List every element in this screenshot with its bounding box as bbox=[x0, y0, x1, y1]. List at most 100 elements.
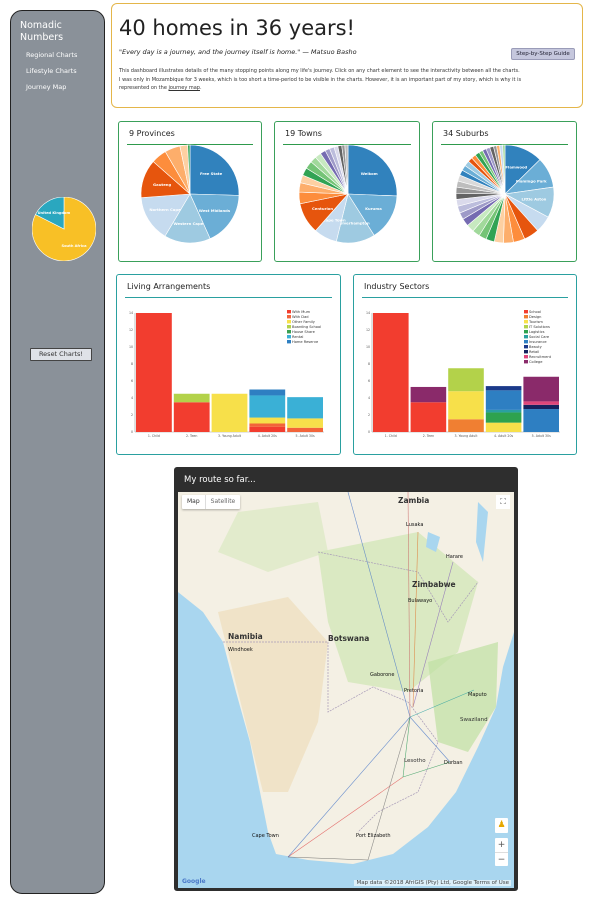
bar-segment[interactable] bbox=[136, 313, 172, 432]
description-text: . bbox=[199, 85, 202, 92]
legend-label[interactable]: With Dad bbox=[292, 315, 309, 319]
x-tick-label: 5. Adult 30s bbox=[296, 434, 315, 438]
route-line bbox=[347, 492, 411, 718]
industry-sectors-title: Industry Sectors bbox=[364, 282, 430, 291]
map-view[interactable]: Zambia Lusaka Zimbabwe Harare Bulawayo N… bbox=[178, 492, 514, 888]
bar-segment[interactable] bbox=[211, 393, 248, 432]
quote: "Every day is a journey, and the journey… bbox=[119, 48, 357, 56]
legend-label[interactable]: College bbox=[529, 360, 543, 364]
legend-swatch bbox=[524, 310, 528, 314]
map-label-windhoek: Windhoek bbox=[228, 647, 253, 653]
pie-slice[interactable] bbox=[344, 144, 349, 195]
legend-label[interactable]: IT Solutions bbox=[529, 325, 550, 329]
bar-segment[interactable] bbox=[523, 401, 559, 405]
legend-swatch bbox=[287, 340, 291, 344]
country-pie-chart[interactable]: South Africa United Kingdom bbox=[32, 197, 96, 261]
bar-segment[interactable] bbox=[410, 402, 447, 432]
map-label-botswana: Botswana bbox=[328, 634, 370, 643]
reset-charts-button[interactable]: Reset Charts! bbox=[30, 348, 92, 361]
bar-segment[interactable] bbox=[485, 386, 522, 391]
bar-segment[interactable] bbox=[523, 409, 559, 432]
industry-sectors-bar-chart[interactable]: 0 2 4 6 8 10 12 14 1. Child 2. Teen 3. Young Adult… bbox=[354, 275, 578, 456]
bar-segment[interactable] bbox=[287, 427, 323, 432]
legend-label[interactable]: Logistics bbox=[529, 330, 545, 334]
bar-segment[interactable] bbox=[249, 389, 286, 396]
legend-label[interactable]: House Share bbox=[292, 330, 316, 334]
pie-slice-label: Welkom bbox=[361, 171, 378, 176]
map-canvas[interactable] bbox=[178, 492, 514, 888]
legend-label[interactable]: Retail bbox=[529, 350, 539, 354]
legend-label[interactable]: Home Reserve bbox=[292, 340, 319, 344]
bar-segment[interactable] bbox=[485, 409, 522, 413]
legend-label[interactable]: Other Family bbox=[292, 320, 316, 324]
pie-slice[interactable] bbox=[187, 144, 191, 195]
bar-segment[interactable] bbox=[287, 418, 323, 428]
bar-segment[interactable] bbox=[485, 422, 522, 432]
provinces-pie-chart[interactable]: Free State West Midlands Western Cape North… bbox=[119, 122, 263, 263]
bar-segment[interactable] bbox=[249, 417, 286, 424]
y-tick-label: 12 bbox=[129, 328, 133, 332]
pie-slice[interactable] bbox=[35, 197, 65, 230]
divider bbox=[283, 144, 411, 145]
legend-label[interactable]: Insurance bbox=[529, 340, 547, 344]
street-view-pegman-icon[interactable]: ♟ bbox=[495, 818, 508, 833]
green-area bbox=[428, 642, 498, 752]
bar-segment[interactable] bbox=[410, 386, 447, 403]
suburbs-pie-chart[interactable]: Flamwood Flamingo Park Little Aston bbox=[433, 122, 578, 263]
route-line bbox=[412, 561, 454, 708]
pie-slice[interactable] bbox=[502, 144, 506, 195]
nav-link-regional-charts[interactable]: Regional Charts bbox=[26, 51, 78, 59]
bar-segment[interactable] bbox=[173, 393, 210, 403]
legend-swatch bbox=[287, 335, 291, 339]
pie-slice[interactable] bbox=[189, 193, 240, 240]
legend-label[interactable]: Recruitment bbox=[529, 355, 552, 359]
bar-segment[interactable] bbox=[448, 368, 484, 392]
nav-link-lifestyle-charts[interactable]: Lifestyle Charts bbox=[26, 67, 77, 75]
bar-segment[interactable] bbox=[485, 412, 522, 423]
pie-slice[interactable] bbox=[347, 144, 398, 197]
pie-slice[interactable] bbox=[164, 193, 211, 244]
living-arrangements-bar-chart[interactable]: 0 2 4 6 8 10 12 14 1. Child 2. Teen 3. Young Adult… bbox=[117, 275, 342, 456]
route-line bbox=[287, 716, 411, 858]
pie-slice[interactable] bbox=[189, 144, 240, 196]
bar-segment[interactable] bbox=[373, 313, 409, 432]
legend-swatch bbox=[287, 315, 291, 319]
map-type-control: Map Satellite bbox=[182, 495, 241, 509]
legend-label[interactable]: Beauty bbox=[529, 345, 543, 349]
legend-label[interactable]: Tourism bbox=[528, 320, 543, 324]
legend-label[interactable]: Rental bbox=[292, 335, 303, 339]
legend-swatch bbox=[287, 310, 291, 314]
description-line: This dashboard illustrates details of th… bbox=[119, 68, 520, 74]
bar-segment[interactable] bbox=[485, 390, 522, 410]
bar-segment[interactable] bbox=[249, 395, 286, 418]
bar-segment[interactable] bbox=[249, 423, 286, 427]
bar-segment[interactable] bbox=[523, 376, 559, 402]
bar-segment[interactable] bbox=[249, 426, 286, 432]
nav-link-journey-map[interactable]: Journey Map bbox=[26, 83, 67, 91]
map-label-cape-town: Cape Town bbox=[252, 833, 279, 839]
zoom-in-button[interactable]: + bbox=[497, 840, 506, 850]
bar-segment[interactable] bbox=[173, 402, 210, 432]
step-by-step-guide-button[interactable]: Step-by-Step Guide bbox=[511, 48, 575, 60]
description: This dashboard illustrates details of th… bbox=[119, 67, 577, 93]
legend-label[interactable]: School bbox=[529, 310, 541, 314]
legend-label[interactable]: Design bbox=[529, 315, 541, 319]
map-type-satellite-button[interactable]: Satellite bbox=[204, 495, 241, 509]
y-tick-label: 8 bbox=[131, 362, 133, 366]
divider bbox=[362, 297, 568, 298]
zoom-out-button[interactable]: − bbox=[495, 852, 508, 866]
legend-label[interactable]: Boarding School bbox=[292, 325, 321, 329]
pie-slice[interactable] bbox=[347, 193, 398, 236]
journey-map-link[interactable]: journey map bbox=[168, 85, 200, 92]
bar-segment[interactable] bbox=[523, 404, 559, 410]
fullscreen-icon[interactable]: ⛶ bbox=[496, 495, 510, 509]
map-label-zambia: Zambia bbox=[398, 496, 430, 505]
legend-label[interactable]: Social Care bbox=[529, 335, 550, 339]
map-type-map-button[interactable]: Map bbox=[187, 498, 200, 505]
bar-segment[interactable] bbox=[448, 419, 484, 432]
pie-slice[interactable] bbox=[140, 193, 191, 237]
legend-label[interactable]: With Mum bbox=[292, 310, 311, 314]
bar-segment[interactable] bbox=[287, 397, 323, 419]
bar-segment[interactable] bbox=[448, 391, 484, 420]
